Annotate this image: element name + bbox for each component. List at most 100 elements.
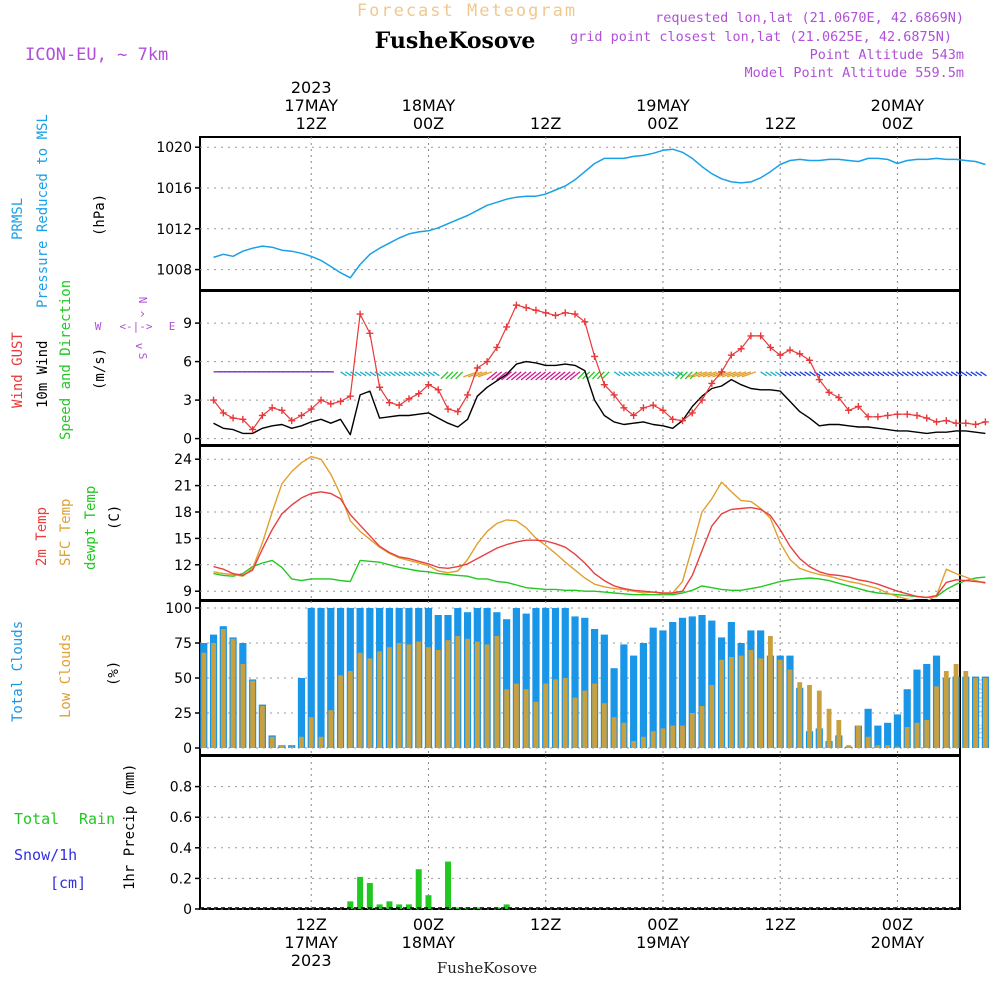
top-time-label-t00c-1: 00Z	[882, 114, 913, 133]
low-clouds-bar-70	[875, 745, 881, 748]
wind-direction-arrow-56	[506, 371, 517, 381]
model-name: ICON-EU, ~ 7km	[25, 45, 168, 65]
low-clouds-bar-45	[631, 741, 637, 748]
wind-direction-arrow-78	[623, 371, 631, 377]
wind-direction-arrow-145	[950, 371, 958, 377]
wind-direction-arrow-76	[613, 371, 621, 377]
wind-direction-arrow-133	[892, 371, 899, 377]
total-clouds-bar-34	[522, 613, 530, 748]
snow-unit-label: [cm]	[50, 874, 86, 892]
rain-bar-1	[357, 876, 364, 909]
wind-gust-point-25	[454, 408, 462, 416]
low-clouds-bar-32	[504, 689, 510, 748]
bottom-time-label-b00a-0: 00Z	[413, 915, 444, 934]
low-clouds-bar-50	[680, 725, 685, 748]
dewpt-temp-line	[213, 559, 986, 599]
wind-direction-arrow-73	[591, 371, 600, 380]
wind-direction-arrow-119	[823, 371, 831, 377]
low-clouds-bar-30	[484, 644, 490, 748]
wind-gust-point-24	[444, 405, 452, 413]
wind-direction-arrow-136	[906, 371, 914, 377]
wind-direction-arrow-107	[765, 371, 772, 377]
wind-gust-point-49	[688, 409, 696, 417]
wind-gust-point-26	[464, 391, 472, 399]
total-clouds-bar-13	[317, 608, 325, 748]
wind-gust-point-58	[776, 351, 784, 359]
wind-gust-point-73	[923, 414, 931, 422]
low-clouds-bar-31	[494, 636, 500, 748]
wind-gust-point-66	[854, 403, 862, 410]
wind-gust-point-12	[327, 400, 335, 408]
low-clouds-bar-43	[611, 717, 617, 748]
compass-s: S	[136, 353, 149, 360]
wind-direction-arrow-90	[675, 371, 683, 380]
precip-axis-labels: Total Rain Snow/1h [cm] 1hr Precip (mm)	[14, 764, 138, 892]
wind-direction-arrow-134	[897, 371, 904, 377]
rain-bar-3	[376, 904, 383, 909]
wind-direction-arrow-144	[945, 371, 953, 377]
low-clouds-bar-14	[328, 710, 334, 748]
total-clouds-bar-47	[649, 627, 657, 748]
low-clouds-bar-55	[728, 657, 734, 748]
low-clouds-bar-73	[904, 727, 910, 748]
wind-direction-arrow-30	[369, 371, 377, 377]
top-time-label-t12b-0: 12Z	[530, 114, 561, 133]
temperature-panel: 9 12 15 18 21 24	[174, 445, 986, 602]
low-clouds-bar-4	[230, 638, 236, 748]
wind-direction-arrow-103	[731, 371, 747, 378]
total-clouds-bar-42	[600, 634, 608, 748]
wind-direction-arrow-42	[428, 371, 435, 377]
total-clouds-bar-74	[913, 669, 921, 748]
wind-direction-arrow-55	[501, 371, 512, 381]
wind-direction-arrow-95	[692, 371, 708, 378]
wind-gust-point-78	[972, 420, 980, 428]
wind-gust-point-79	[981, 418, 989, 426]
wind-gust-point-0	[210, 396, 218, 404]
prmsl-line	[213, 148, 986, 279]
wind-direction-arrow-129	[872, 371, 880, 377]
total-clouds-bar-32	[503, 619, 511, 748]
low-clouds-bar-36	[543, 683, 549, 748]
top-time-label-t00a-1: 00Z	[413, 114, 444, 133]
low-clouds-bar-21	[396, 643, 402, 748]
wind-direction-arrow-39	[413, 371, 421, 377]
wind-direction-arrow-132	[887, 371, 895, 377]
low-clouds-bar-41	[592, 683, 597, 748]
bottom-time-label-b00b-1: 19MAY	[636, 933, 690, 952]
bottom-time-label-b12a-0: 12Z	[296, 915, 327, 934]
wind-gust-point-59	[786, 346, 794, 354]
precip-panel: 0 0.2 0.4 0.6 0.8	[170, 755, 961, 918]
low-clouds-bar-65	[826, 708, 832, 748]
wind-gust-point-41	[610, 391, 618, 399]
wind-speed-dir-label: Speed and Direction	[58, 280, 74, 440]
total-clouds-bar-40	[581, 617, 589, 748]
wind-direction-arrow-135	[901, 371, 909, 377]
wind-direction-arrow-106	[760, 371, 768, 377]
low-clouds-bar-23	[416, 641, 422, 748]
wind-gust-point-56	[757, 332, 765, 340]
wind-direction-arrow-118	[818, 371, 826, 377]
wind-gust-point-32	[522, 304, 530, 312]
wind-direction-arrow-128	[867, 371, 875, 377]
total-clouds-bar-11	[297, 678, 306, 748]
low-clouds-bar-27	[455, 636, 461, 748]
clouds-axis-labels: Total Clouds Low Clouds (%)	[10, 621, 122, 722]
low-clouds-bar-66	[836, 720, 842, 748]
total-clouds-bar-44	[620, 644, 628, 748]
requested-coords: requested lon,lat (21.0670E, 42.6869N)	[655, 10, 964, 26]
low-clouds-bar-17	[357, 652, 363, 748]
low-clouds-bar-28	[465, 638, 470, 748]
wind-gust-point-39	[591, 352, 599, 360]
wind-direction-arrow-140	[926, 371, 934, 377]
wind-direction-arrow-36	[398, 371, 406, 377]
low-clouds-bar-80	[973, 678, 978, 748]
low-clouds-bar-15	[338, 675, 343, 748]
snow-label: Snow/1h	[14, 846, 77, 864]
precip-frame	[199, 755, 961, 910]
low-clouds-bar-53	[709, 685, 715, 748]
pressure-axis-labels: PRMSL Pressure Reduced to MSL (hPa)	[10, 114, 108, 308]
pressure-ytick-label-1: 1012	[156, 222, 192, 238]
clouds-ytick-label-2: 50	[174, 671, 192, 687]
wind-direction-arrow-138	[916, 371, 924, 377]
low-clouds-bar-19	[377, 651, 383, 748]
